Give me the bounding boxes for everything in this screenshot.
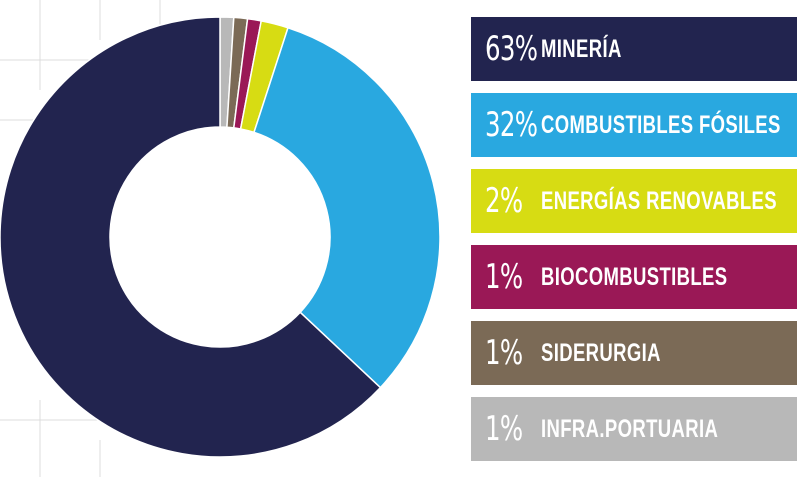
donut-slices: [0, 16, 441, 458]
donut-chart: [0, 16, 441, 458]
legend-pct: 63%: [485, 29, 538, 69]
legend-label: SIDERURGIA: [541, 338, 661, 367]
legend-pct: 32%: [485, 105, 538, 145]
legend-label: BIOCOMBUSTIBLES: [541, 262, 728, 291]
legend-item-mineria: 63% MINERÍA: [471, 17, 797, 81]
legend-pct: 1%: [485, 333, 523, 373]
slice-miner-a: [0, 16, 382, 458]
legend-item-energias-renovables: 2% ENERGÍAS RENOVABLES: [471, 169, 797, 233]
legend-item-biocombustibles: 1% BIOCOMBUSTIBLES: [471, 245, 797, 309]
legend-item-infra-portuaria: 1% INFRA.PORTUARIA: [471, 397, 797, 461]
slice-combustibles-f-siles: [253, 26, 441, 389]
legend-label: INFRA.PORTUARIA: [541, 414, 719, 443]
legend-label: COMBUSTIBLES FÓSILES: [541, 110, 781, 139]
legend-pct: 1%: [485, 409, 523, 449]
legend-label: ENERGÍAS RENOVABLES: [540, 186, 777, 215]
legend-item-combustibles-fosiles: 32% COMBUSTIBLES FÓSILES: [471, 93, 797, 157]
legend-label: MINERÍA: [541, 34, 622, 63]
legend-pct: 1%: [485, 257, 523, 297]
legend-item-siderurgia: 1% SIDERURGIA: [471, 321, 797, 385]
chart-legend: 63% MINERÍA 32% COMBUSTIBLES FÓSILES 2% …: [471, 17, 797, 461]
legend-pct: 2%: [485, 181, 523, 221]
